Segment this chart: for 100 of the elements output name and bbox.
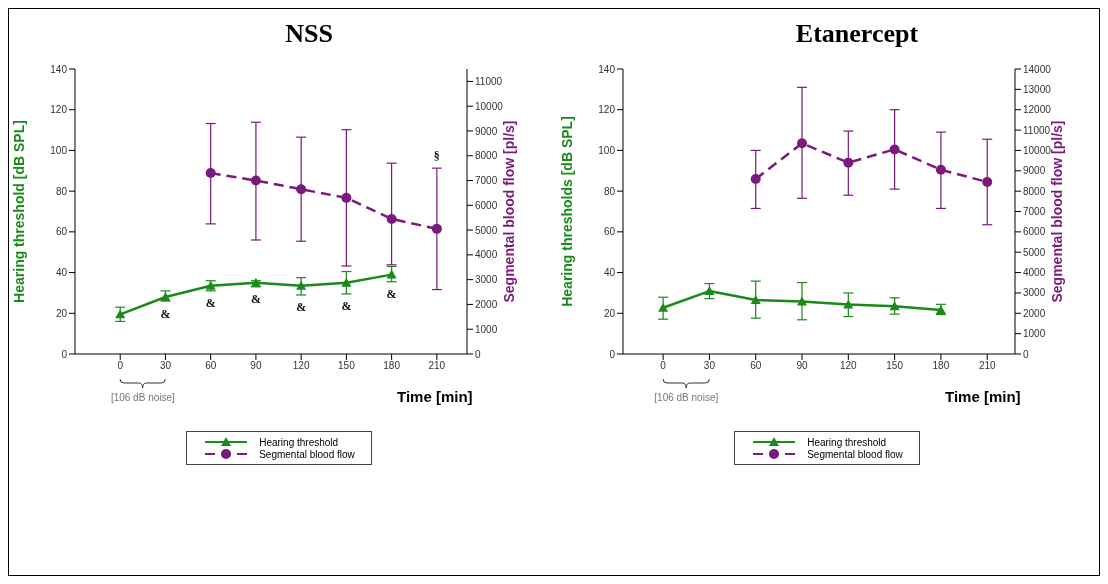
legend-label: Hearing threshold <box>259 436 339 448</box>
y2-tick-label: 12000 <box>1023 104 1052 116</box>
x-tick-label: 180 <box>932 360 950 372</box>
point <box>750 295 761 305</box>
legend-label: Hearing threshold <box>807 436 887 448</box>
y2-tick-label: 10000 <box>1023 144 1052 156</box>
y2-tick-label: 3000 <box>1023 287 1046 299</box>
y2-tick-label: 5000 <box>475 224 498 236</box>
point <box>889 301 900 311</box>
text: [106 dB noise] <box>109 392 176 403</box>
y2-axis-title: Segmental blood flow [pl/s] <box>500 120 517 303</box>
y-tick-label: 80 <box>603 185 616 197</box>
point <box>431 223 442 234</box>
legend-label: Segmental blood flow <box>807 448 903 460</box>
y2-tick-label: 1000 <box>475 323 498 335</box>
annotation: & <box>250 292 261 307</box>
x-tick-label: 210 <box>978 360 996 372</box>
point <box>205 168 216 179</box>
y2-tick-label: 4000 <box>475 249 498 261</box>
y2-tick-label: 8000 <box>475 150 498 162</box>
x-tick-label: 60 <box>205 360 217 372</box>
y-tick-label: 100 <box>50 144 68 156</box>
y2-tick-label: 8000 <box>1023 185 1046 197</box>
y2-tick-label: 14000 <box>1023 63 1052 75</box>
point <box>982 176 993 187</box>
y-tick-label: 20 <box>603 307 616 319</box>
point <box>889 144 900 155</box>
y2-tick-label: 6000 <box>475 199 498 211</box>
point <box>658 302 669 312</box>
y2-tick-label: 3000 <box>475 274 498 286</box>
point <box>296 184 307 195</box>
annotation: & <box>386 287 397 302</box>
y-axis-title: Hearing thresholds [dB SPL] <box>558 116 575 307</box>
x-tick-label: 180 <box>383 360 401 372</box>
y-tick-label: 40 <box>55 267 68 279</box>
point <box>386 269 397 279</box>
text: [106 dB noise] <box>653 392 720 403</box>
y-tick-label: 140 <box>598 63 616 75</box>
y2-tick-label: 7000 <box>1023 206 1046 218</box>
y2-tick-label: 7000 <box>475 175 498 187</box>
y-tick-label: 0 <box>61 348 68 360</box>
point <box>386 213 397 224</box>
y2-tick-label: 6000 <box>1023 226 1046 238</box>
point <box>341 277 352 287</box>
point <box>296 280 307 290</box>
y-tick-label: 60 <box>55 226 68 238</box>
annotation: & <box>160 306 171 321</box>
y-tick-label: 140 <box>50 63 68 75</box>
y-tick-label: 100 <box>598 144 616 156</box>
point <box>843 157 854 168</box>
y2-tick-label: 9000 <box>475 125 498 137</box>
point <box>843 299 854 309</box>
point <box>750 173 761 184</box>
y-tick-label: 60 <box>603 226 616 238</box>
y-tick-label: 120 <box>598 104 616 116</box>
x-tick-label: 120 <box>292 360 310 372</box>
chart-title: NSS <box>284 18 334 50</box>
y-axis-title: Hearing threshold [dB SPL] <box>10 120 27 303</box>
x-tick-label: 0 <box>117 360 124 372</box>
point <box>704 286 715 296</box>
x-tick-label: 30 <box>159 360 172 372</box>
point <box>250 175 261 186</box>
x-tick-label: 0 <box>660 360 667 372</box>
y-tick-label: 0 <box>609 348 616 360</box>
x-tick-label: 150 <box>886 360 904 372</box>
x-tick-label: 210 <box>428 360 446 372</box>
x-axis-title: Time [min] <box>397 388 473 405</box>
point <box>935 164 946 175</box>
x-tick-label: 120 <box>839 360 858 372</box>
y2-tick-label: 11000 <box>1023 124 1051 136</box>
x-axis-title: Time [min] <box>945 388 1021 405</box>
annotation: & <box>296 300 307 315</box>
point <box>797 138 808 149</box>
chart-title: Etanercept <box>794 18 920 50</box>
y2-tick-label: 2000 <box>475 298 498 310</box>
x-tick-label: 90 <box>796 360 809 372</box>
point <box>115 309 126 319</box>
x-tick-label: 30 <box>703 360 716 372</box>
point <box>341 192 352 203</box>
x-tick-label: 90 <box>250 360 262 372</box>
y-tick-label: 80 <box>55 185 68 197</box>
annotation: § <box>433 149 440 164</box>
annotation: & <box>341 299 352 314</box>
x-tick-label: 150 <box>338 360 356 372</box>
y2-tick-label: 9000 <box>1023 165 1046 177</box>
x-tick-label: 60 <box>750 360 762 372</box>
y-tick-label: 20 <box>55 307 68 319</box>
y2-tick-label: 2000 <box>1023 307 1046 319</box>
y2-tick-label: 0 <box>1023 348 1029 360</box>
y2-tick-label: 11000 <box>475 75 503 87</box>
y-tick-label: 40 <box>603 267 616 279</box>
y2-tick-label: 5000 <box>1023 246 1046 258</box>
y-tick-label: 120 <box>50 104 68 116</box>
y2-tick-label: 13000 <box>1023 83 1052 95</box>
annotation: & <box>205 296 216 311</box>
legend-label: Segmental blood flow <box>259 448 355 460</box>
y2-tick-label: 4000 <box>1023 267 1046 279</box>
y2-tick-label: 10000 <box>475 100 504 112</box>
y2-tick-label: 1000 <box>1023 328 1046 340</box>
y2-tick-label: 0 <box>475 348 481 360</box>
